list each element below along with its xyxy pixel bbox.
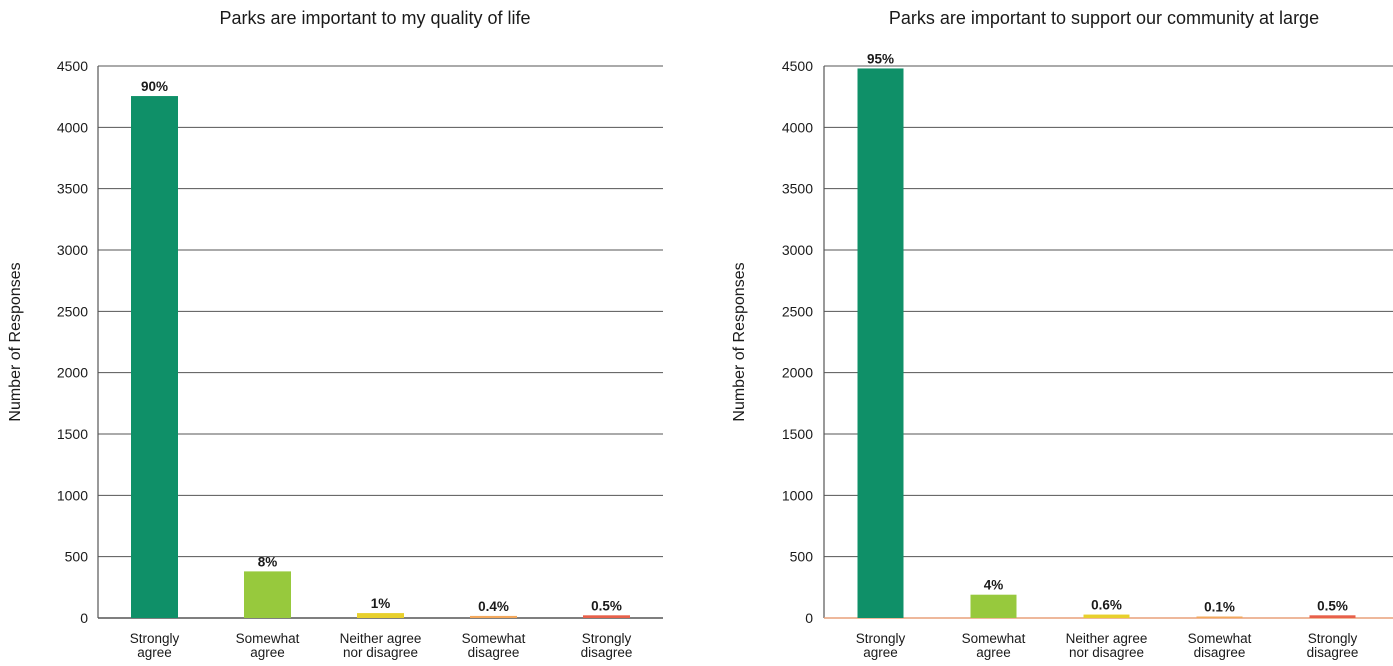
bar [1083,614,1130,618]
y-tick-label: 3000 [57,242,88,258]
bar [244,571,291,618]
y-tick-label: 2500 [782,303,813,319]
category-label: Strongly [856,631,906,646]
category-label: Neither agree [1066,631,1148,646]
y-tick-label: 2000 [57,365,88,381]
bar [1309,615,1356,618]
y-tick-label: 2000 [782,365,813,381]
data-label: 0.6% [1091,598,1122,613]
category-label: disagree [1307,645,1359,660]
bar [1196,616,1243,618]
data-label: 0.4% [478,599,509,614]
data-label: 0.5% [1317,598,1348,613]
y-tick-label: 500 [65,549,89,565]
y-tick-label: 4000 [57,119,88,135]
category-label: agree [976,645,1011,660]
chart-svg-community-at-large: Parks are important to support our commu… [731,8,1393,660]
category-label: Somewhat [462,631,526,646]
y-tick-label: 4500 [782,58,813,74]
data-label: 1% [371,596,391,611]
y-tick-label: 3000 [782,242,813,258]
category-label: disagree [581,645,633,660]
y-tick-label: 500 [790,549,814,565]
category-label: Strongly [130,631,180,646]
y-tick-label: 1000 [782,487,813,503]
y-tick-label: 1500 [782,426,813,442]
category-label: nor disagree [343,645,418,660]
bar [970,594,1017,618]
category-label: disagree [1194,645,1246,660]
y-tick-label: 3500 [782,181,813,197]
category-label: Strongly [582,631,632,646]
chart-title: Parks are important to my quality of lif… [219,8,530,28]
y-axis-label: Number of Responses [731,262,748,421]
data-label: 8% [258,554,278,569]
data-label: 0.5% [591,598,622,613]
y-tick-label: 0 [80,610,88,626]
bar [857,68,904,619]
bar [357,613,404,618]
data-label: 90% [141,79,168,94]
y-tick-label: 4000 [782,119,813,135]
category-label: Neither agree [340,631,422,646]
y-tick-label: 3500 [57,181,88,197]
category-label: Somewhat [236,631,300,646]
chart-quality-of-life: Parks are important to my quality of lif… [0,0,680,666]
bar [470,615,517,618]
y-tick-label: 1000 [57,487,88,503]
category-label: disagree [468,645,520,660]
category-label: Somewhat [1188,631,1252,646]
bar [583,615,630,618]
y-axis-label: Number of Responses [7,262,24,421]
y-tick-label: 0 [805,610,813,626]
category-label: agree [137,645,172,660]
data-label: 95% [867,51,894,66]
category-label: agree [863,645,898,660]
category-label: agree [250,645,285,660]
chart-community-at-large: Parks are important to support our commu… [724,0,1393,666]
y-tick-label: 2500 [57,303,88,319]
chart-title: Parks are important to support our commu… [889,8,1319,28]
chart-svg-quality-of-life: Parks are important to my quality of lif… [7,8,663,660]
data-label: 0.1% [1204,600,1235,615]
data-label: 4% [984,578,1004,593]
category-label: Strongly [1308,631,1358,646]
y-tick-label: 4500 [57,58,88,74]
y-tick-label: 1500 [57,426,88,442]
category-label: nor disagree [1069,645,1144,660]
bar [131,96,178,618]
category-label: Somewhat [962,631,1026,646]
